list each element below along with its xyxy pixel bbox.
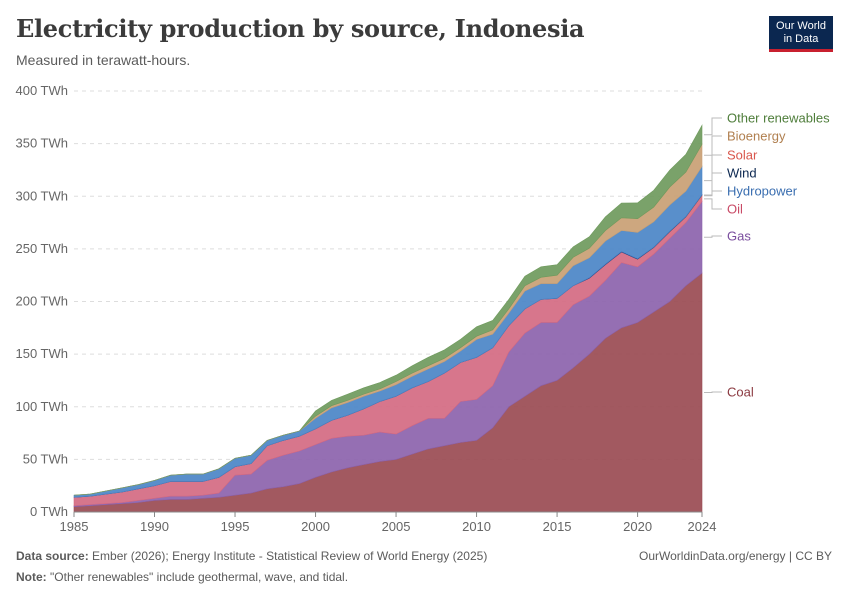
stacked-areas: [73, 124, 703, 513]
chart-subtitle: Measured in terawatt-hours.: [16, 52, 191, 68]
x-tick-label: 2010: [462, 519, 491, 534]
legend-connector: [704, 198, 722, 210]
y-tick-label: 100 TWh: [15, 399, 68, 414]
source-line: Data source: Ember (2026); Energy Instit…: [16, 549, 487, 563]
x-tick-label: 1995: [221, 519, 250, 534]
legend-connector: [704, 180, 722, 192]
legend-label-solar[interactable]: Solar: [727, 148, 758, 163]
source-text: Ember (2026); Energy Institute - Statist…: [92, 549, 488, 563]
area-other-renewables[interactable]: [73, 124, 703, 496]
legend-label-other-renewables[interactable]: Other renewables: [727, 111, 830, 126]
legend-label-wind[interactable]: Wind: [727, 166, 757, 181]
legend-label-gas[interactable]: Gas: [727, 229, 751, 244]
x-tick-label: 2000: [301, 519, 330, 534]
y-tick-label: 200 TWh: [15, 294, 68, 309]
legend-connector: [704, 235, 722, 238]
x-tick-label: 1985: [60, 519, 89, 534]
legend-label-hydropower[interactable]: Hydropower: [727, 184, 798, 199]
credit-link[interactable]: OurWorldinData.org/energy | CC BY: [639, 549, 832, 563]
legend-label-coal[interactable]: Coal: [727, 385, 754, 400]
legend-label-oil[interactable]: Oil: [727, 202, 743, 217]
legend: Other renewables Bioenergy Solar Wind Hydrop…: [704, 111, 830, 400]
y-tick-label: 400 TWh: [15, 83, 68, 98]
logo-line2: in Data: [783, 33, 819, 45]
note-line: Note: "Other renewables" include geother…: [16, 570, 348, 584]
y-tick-label: 350 TWh: [15, 136, 68, 151]
y-tick-label: 250 TWh: [15, 241, 68, 256]
x-tick-label: 1990: [140, 519, 169, 534]
legend-connector: [704, 154, 722, 197]
source-label: Data source:: [16, 549, 89, 563]
x-tick-label: 2005: [382, 519, 411, 534]
note-label: Note:: [16, 570, 47, 584]
note-text: "Other renewables" include geothermal, w…: [50, 570, 349, 584]
logo-line1: Our World: [776, 20, 826, 32]
chart-title: Electricity production by source, Indone…: [16, 14, 585, 43]
legend-connector: [704, 117, 722, 136]
y-tick-label: 150 TWh: [15, 346, 68, 361]
x-tick-label: 2015: [543, 519, 572, 534]
y-tick-label: 50 TWh: [23, 451, 68, 466]
x-tick-label: 2020: [623, 519, 652, 534]
legend-connector: [704, 391, 722, 393]
legend-label-bioenergy[interactable]: Bioenergy: [727, 129, 786, 144]
x-tick-label: 2024: [688, 519, 717, 534]
y-tick-label: 300 TWh: [15, 188, 68, 203]
legend-connector: [704, 172, 722, 196]
legend-connector: [704, 135, 722, 156]
y-tick-label: 0 TWh: [30, 504, 68, 519]
owid-logo[interactable]: Our World in Data: [769, 16, 833, 52]
axes: 1985 1990 1995 2000 2005 2010 2015 2020 2024: [60, 511, 717, 534]
